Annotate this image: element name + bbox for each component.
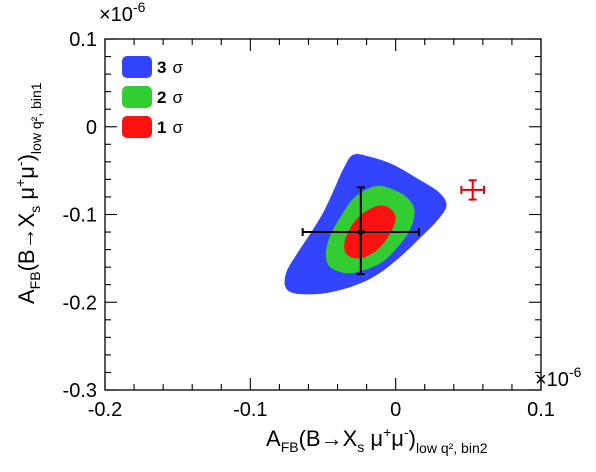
x-tick-label: -0.1 bbox=[233, 399, 267, 421]
legend-swatch bbox=[122, 86, 152, 108]
point-red bbox=[460, 179, 486, 201]
measurement-points bbox=[301, 179, 486, 276]
y-tick-label: -0.1 bbox=[63, 205, 97, 227]
y-tick-label: 0 bbox=[86, 117, 97, 139]
y-axis-title: AFB(B→Xs μ+μ-)low q², bin1 bbox=[12, 82, 44, 304]
y-multiplier: ×10-6 bbox=[99, 0, 146, 26]
x-tick-label: 0.1 bbox=[527, 399, 555, 421]
y-tick-label: -0.2 bbox=[63, 292, 97, 314]
x-tick-label: 0 bbox=[390, 399, 401, 421]
y-tick-label: 0.1 bbox=[69, 29, 97, 51]
y-tick-label: -0.3 bbox=[63, 380, 97, 402]
x-multiplier: ×10-6 bbox=[535, 364, 582, 391]
legend: 3 σ 2 σ 1 σ bbox=[122, 56, 183, 138]
x-axis-title: AFB(B→Xs μ+μ-)low q², bin2 bbox=[266, 424, 488, 456]
legend-swatch bbox=[122, 116, 152, 138]
legend-swatch bbox=[122, 56, 152, 78]
axis-ticks bbox=[104, 38, 542, 391]
point-marker bbox=[357, 229, 364, 236]
axis-tick-labels: -0.2 -0.1 0 0.10.10-0.1-0.2-0.3 bbox=[63, 29, 555, 421]
confidence-contours bbox=[284, 154, 447, 295]
point-black bbox=[301, 186, 420, 276]
x-tick-label: -0.2 bbox=[88, 399, 122, 421]
